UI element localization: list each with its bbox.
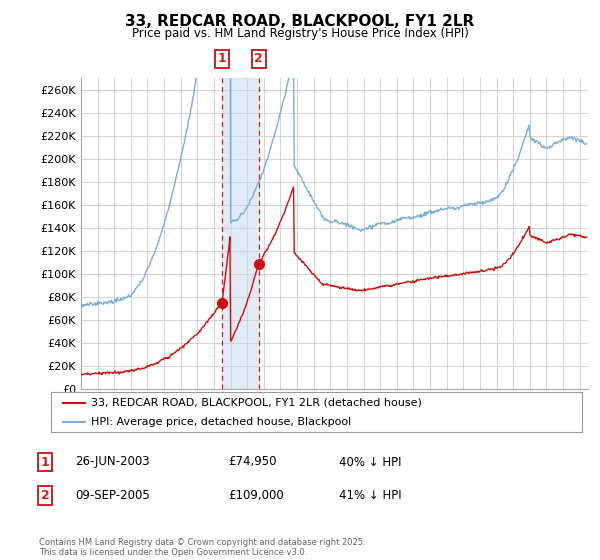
Text: 2: 2 bbox=[41, 489, 49, 502]
Text: £109,000: £109,000 bbox=[228, 489, 284, 502]
Text: Contains HM Land Registry data © Crown copyright and database right 2025.
This d: Contains HM Land Registry data © Crown c… bbox=[39, 538, 365, 557]
Text: 26-JUN-2003: 26-JUN-2003 bbox=[75, 455, 149, 469]
Text: Price paid vs. HM Land Registry's House Price Index (HPI): Price paid vs. HM Land Registry's House … bbox=[131, 27, 469, 40]
Text: 09-SEP-2005: 09-SEP-2005 bbox=[75, 489, 150, 502]
Text: 40% ↓ HPI: 40% ↓ HPI bbox=[339, 455, 401, 469]
Bar bbox=[222, 78, 259, 389]
Text: 33, REDCAR ROAD, BLACKPOOL, FY1 2LR: 33, REDCAR ROAD, BLACKPOOL, FY1 2LR bbox=[125, 14, 475, 29]
Text: 1: 1 bbox=[218, 52, 226, 66]
Text: £74,950: £74,950 bbox=[228, 455, 277, 469]
Text: 33, REDCAR ROAD, BLACKPOOL, FY1 2LR (detached house): 33, REDCAR ROAD, BLACKPOOL, FY1 2LR (det… bbox=[91, 398, 422, 408]
Text: 2: 2 bbox=[254, 52, 263, 66]
Text: HPI: Average price, detached house, Blackpool: HPI: Average price, detached house, Blac… bbox=[91, 417, 351, 427]
Text: 1: 1 bbox=[41, 455, 49, 469]
Text: 41% ↓ HPI: 41% ↓ HPI bbox=[339, 489, 401, 502]
